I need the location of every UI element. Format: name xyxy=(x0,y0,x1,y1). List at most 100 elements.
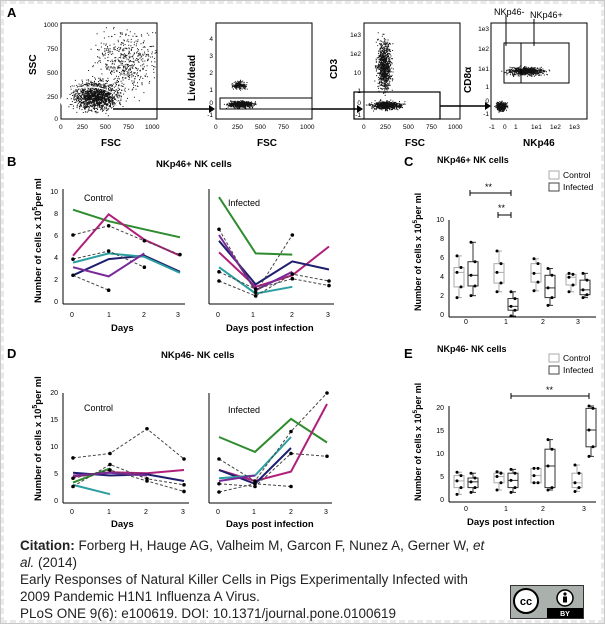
chart-b-control xyxy=(62,189,185,305)
panel-b-xticks: 0 1 2 3 0 1 2 3 xyxy=(70,312,330,319)
panel-e-title: NKp46- NK cells xyxy=(437,344,507,354)
box-point xyxy=(581,296,585,300)
series-line-6 xyxy=(72,463,185,487)
box-point xyxy=(585,278,589,282)
box-point xyxy=(573,463,577,467)
data-point-7-0 xyxy=(71,476,75,481)
flow-plot-nkp46: NKp46- NKp46+ CD8α NKp46 -1 0 1 1e1 1e2 … xyxy=(463,7,588,149)
data-point-5-0 xyxy=(217,227,221,232)
flow1-yticks: 1000 750 500 250 0 xyxy=(44,22,59,123)
by-text: BY xyxy=(560,611,570,618)
svg-text:0: 0 xyxy=(54,498,58,505)
flow1-ylabel: SSC xyxy=(28,54,39,75)
box-point xyxy=(513,471,517,475)
gate-label-pos: NKp46+ xyxy=(530,10,563,20)
data-point-7-2 xyxy=(290,272,295,276)
box-point xyxy=(571,283,575,287)
svg-text:8: 8 xyxy=(54,211,58,218)
data-point-5-0 xyxy=(71,273,75,278)
flow-dots xyxy=(501,65,551,77)
data-point-5-2 xyxy=(289,429,293,434)
panel-d-control-label: Control xyxy=(84,403,113,413)
legend-e-infected: Infected xyxy=(563,365,594,375)
box-point xyxy=(513,308,517,312)
svg-text:0: 0 xyxy=(464,506,468,513)
chart-d-control xyxy=(62,393,189,504)
panel-d-infected-label: Infected xyxy=(228,405,260,415)
series-line-0 xyxy=(218,196,293,256)
box-point xyxy=(473,476,477,480)
svg-text:2: 2 xyxy=(289,509,293,516)
svg-text:2: 2 xyxy=(541,506,545,513)
svg-text:1: 1 xyxy=(107,312,111,319)
series-line-2 xyxy=(72,254,181,277)
data-point-6-2 xyxy=(142,265,147,270)
flow-plot-cd3: CD3 FSC 0 250 500 750 1000 1e3 1e2 10 1 … xyxy=(329,22,463,149)
gate-live xyxy=(219,97,313,110)
data-point-7-0 xyxy=(217,279,221,283)
svg-text:2: 2 xyxy=(209,70,213,77)
svg-text:0: 0 xyxy=(54,299,58,306)
data-point-4-0 xyxy=(71,233,75,237)
box-point xyxy=(455,270,459,274)
box-point xyxy=(469,294,473,298)
series-line-4 xyxy=(72,225,181,256)
data-point-6-1 xyxy=(253,287,258,291)
box-point xyxy=(532,481,536,485)
box-point xyxy=(509,490,513,494)
box-point xyxy=(550,486,554,490)
svg-text:1e1: 1e1 xyxy=(531,124,542,131)
box-point xyxy=(532,474,536,478)
series-line-5 xyxy=(72,428,185,460)
svg-text:250: 250 xyxy=(232,124,243,131)
svg-text:1e3: 1e3 xyxy=(569,124,580,131)
arrow-head-3 xyxy=(485,102,491,110)
data-point-5-1 xyxy=(253,290,258,295)
box-point xyxy=(459,266,463,270)
chart-c-box xyxy=(448,220,596,318)
svg-text:0: 0 xyxy=(216,312,220,319)
box-point xyxy=(509,290,513,294)
flow-dots xyxy=(66,76,128,117)
box-point xyxy=(536,481,540,485)
svg-text:5: 5 xyxy=(440,474,444,481)
box-point xyxy=(513,486,517,490)
data-point-7-2 xyxy=(289,484,293,489)
svg-text:6: 6 xyxy=(440,255,444,262)
svg-text:0: 0 xyxy=(357,100,361,107)
data-point-4-1 xyxy=(106,224,111,228)
data-point-5-2 xyxy=(145,426,149,431)
svg-text:4: 4 xyxy=(209,36,213,43)
cc-text: cc xyxy=(520,596,532,608)
svg-text:10: 10 xyxy=(436,217,444,224)
svg-text:5: 5 xyxy=(54,471,58,478)
box-point xyxy=(591,445,595,449)
box-point xyxy=(513,297,517,301)
box-point xyxy=(455,296,459,300)
series-line-1 xyxy=(72,212,181,257)
panel-c-ylabel: Number of cells x 105per ml xyxy=(412,193,423,311)
svg-text:750: 750 xyxy=(426,124,437,131)
svg-text:1: 1 xyxy=(251,312,255,319)
svg-text:1e1: 1e1 xyxy=(478,66,489,73)
flow3-xticks: 0 250 500 750 1000 xyxy=(362,124,463,131)
svg-text:750: 750 xyxy=(123,124,134,131)
box-point xyxy=(469,471,473,475)
data-point-5-1 xyxy=(108,451,112,456)
box-control xyxy=(565,273,577,286)
panel-b-title: NKp46+ NK cells xyxy=(156,159,232,170)
scatter-density-1 xyxy=(66,27,157,117)
svg-text:0: 0 xyxy=(54,116,58,123)
flow1-xlabel: FSC xyxy=(101,138,121,149)
citation-title: Early Responses of Natural Killer Cells … xyxy=(20,572,468,604)
panel-b-yticks: 10 8 6 4 2 0 xyxy=(50,189,58,306)
panel-e-ylabel: Number of cells x 105per ml xyxy=(412,383,423,501)
panel-b-left-xlabel: Days xyxy=(111,323,134,334)
svg-text:1e3: 1e3 xyxy=(478,26,489,33)
flow4-ylabel: CD8α xyxy=(463,66,474,93)
box-point xyxy=(546,438,550,442)
svg-text:1000: 1000 xyxy=(300,124,315,131)
box-point xyxy=(455,254,459,258)
cc-by-badge[interactable]: cc BY xyxy=(510,585,584,619)
